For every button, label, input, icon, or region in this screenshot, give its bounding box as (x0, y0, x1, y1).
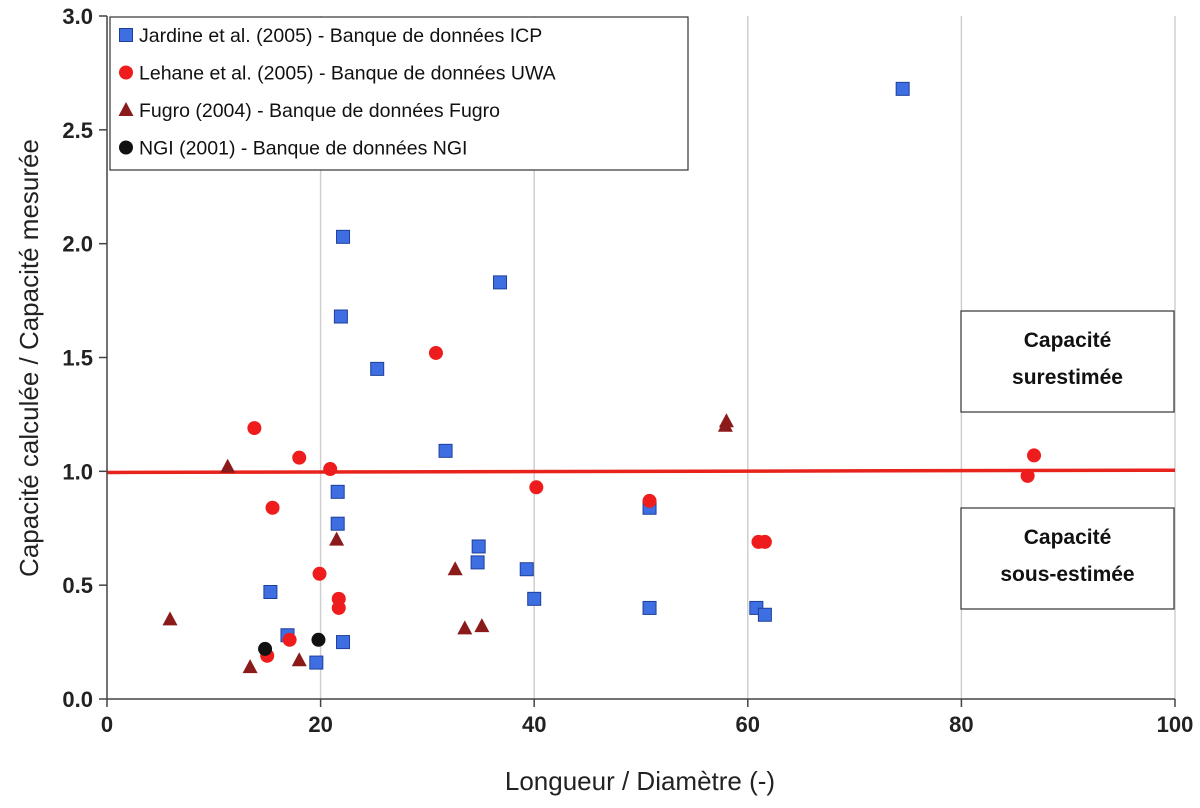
y-tick-label: 3.0 (62, 4, 93, 29)
data-point-circle-marker (258, 641, 273, 656)
data-point-circle-marker (312, 566, 327, 581)
axes (99, 15, 1176, 707)
annotation-box: Capacité sous-estimée (960, 507, 1175, 610)
data-point-triangle-marker (474, 618, 490, 633)
annotation-text: Capacité (1024, 329, 1112, 352)
data-point-circle-marker (642, 493, 657, 508)
data-points (162, 81, 1042, 674)
annotations: Capacité surestimée Capacité sous-estimée (960, 310, 1175, 610)
annotation-box: Capacité surestimée (960, 310, 1175, 413)
y-tick-label: 2.5 (62, 118, 93, 143)
y-tick-label: 2.0 (62, 232, 93, 257)
data-point-circle-marker (292, 450, 307, 465)
y-tick-label: 0.0 (62, 687, 93, 712)
data-point-square-marker (438, 443, 453, 458)
data-point-circle-marker (282, 632, 297, 647)
legend-triangle-marker (118, 102, 134, 116)
reference-line-group (106, 468, 1176, 475)
data-point-square-marker (336, 635, 351, 650)
data-point-square-marker (263, 584, 278, 599)
data-point-square-marker (330, 484, 345, 499)
legend-label: Lehane et al. (2005) - Banque de données… (139, 63, 556, 85)
legend-circle-marker (119, 65, 133, 80)
x-axis-label: Longueur / Diamètre (-) (505, 766, 775, 796)
data-point-square-marker (370, 361, 385, 376)
data-point-circle-marker (428, 345, 443, 360)
data-point-triangle-marker (162, 611, 178, 626)
data-point-square-marker (493, 275, 508, 290)
data-point-circle-marker (331, 600, 346, 615)
data-point-triangle-marker (291, 652, 307, 667)
data-point-circle-marker (1020, 468, 1035, 483)
data-point-triangle-marker (447, 561, 463, 576)
data-point-triangle-marker (220, 458, 236, 473)
legend-entry: NGI (2001) - Banque de données NGI (119, 138, 467, 160)
data-point-square-marker (330, 516, 345, 531)
data-point-circle-marker (757, 534, 772, 549)
reference-line (106, 468, 1176, 475)
x-tick-label: 100 (1157, 712, 1194, 737)
legend-label: Fugro (2004) - Banque de données Fugro (139, 100, 500, 122)
data-point-circle-marker (265, 500, 280, 515)
data-point-triangle-marker (457, 620, 473, 635)
annotation-text: Capacité (1024, 526, 1112, 549)
x-tick-label: 60 (736, 712, 760, 737)
data-point-square-marker (642, 600, 657, 615)
y-tick-label: 1.5 (62, 346, 93, 371)
legend-label: NGI (2001) - Banque de données NGI (139, 138, 467, 160)
y-tick-label: 1.0 (62, 459, 93, 484)
data-point-square-marker (336, 229, 351, 244)
data-point-triangle-marker (717, 417, 733, 432)
data-point-square-marker (333, 309, 348, 324)
legend-label: Jardine et al. (2005) - Banque de donnée… (139, 25, 542, 47)
data-point-square-marker (527, 591, 542, 606)
data-point-square-marker (519, 562, 534, 577)
y-tick-label: 0.5 (62, 573, 93, 598)
annotation-frame (960, 310, 1175, 413)
annotation-text: surestimée (1012, 366, 1123, 389)
data-point-triangle-marker (329, 531, 345, 546)
legend-circle-marker (119, 140, 133, 155)
x-tick-label: 40 (522, 712, 546, 737)
axis-titles: Longueur / Diamètre (-) Capacité calculé… (14, 139, 775, 796)
annotation-frame (960, 507, 1175, 610)
legend-entry: Fugro (2004) - Banque de données Fugro (118, 100, 500, 122)
tick-labels: 0 20 40 60 80 100 0.0 0.5 1.0 1.5 2.0 2.5 3.0 (62, 4, 1193, 737)
y-axis-label: Capacité calculée / Capacité mesurée (14, 139, 44, 577)
data-point-circle-marker (311, 632, 326, 647)
data-point-circle-marker (1027, 448, 1042, 463)
data-point-square-marker (471, 539, 486, 554)
data-point-square-marker (757, 607, 772, 622)
legend-entry: Lehane et al. (2005) - Banque de données… (119, 63, 556, 85)
legend-entry: Jardine et al. (2005) - Banque de donnée… (119, 25, 542, 47)
x-tick-label: 20 (308, 712, 332, 737)
x-tick-label: 0 (101, 712, 113, 737)
legend-square-marker (119, 28, 133, 42)
data-point-circle-marker (247, 421, 262, 436)
data-point-circle-marker (323, 462, 338, 477)
data-point-square-marker (470, 555, 485, 570)
legend: Jardine et al. (2005) - Banque de donnée… (109, 16, 689, 171)
annotation-text: sous-estimée (1000, 563, 1134, 586)
data-point-square-marker (309, 655, 324, 670)
data-point-circle-marker (529, 480, 544, 495)
x-tick-label: 80 (949, 712, 973, 737)
data-point-triangle-marker (242, 659, 258, 674)
data-point-square-marker (895, 81, 910, 96)
legend-frame (109, 16, 689, 171)
